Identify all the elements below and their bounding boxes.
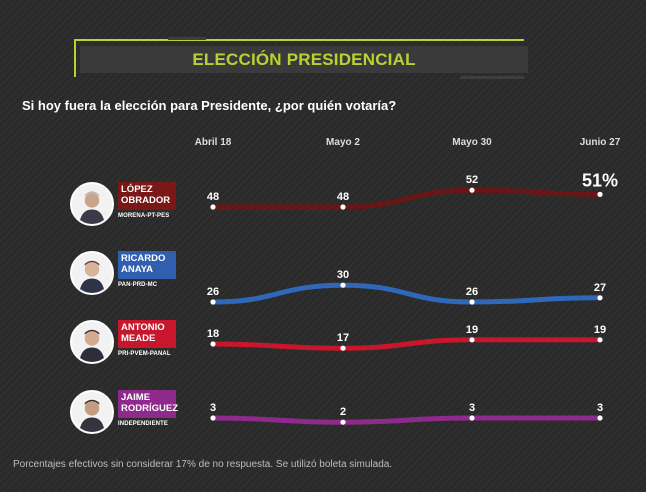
x-tick-label: Junio 27 — [580, 137, 621, 148]
footnote: Porcentajes efectivos sin considerar 17%… — [13, 459, 393, 470]
x-tick-label: Mayo 30 — [452, 137, 492, 148]
x-tick-label: Mayo 2 — [326, 137, 360, 148]
data-point — [210, 204, 216, 210]
candidate-photo — [70, 251, 114, 295]
title-accent-line — [168, 37, 206, 40]
x-tick-label: Abril 18 — [195, 137, 232, 148]
data-point — [597, 415, 603, 421]
data-point — [469, 415, 475, 421]
candidate-photo — [70, 320, 114, 364]
data-point — [210, 299, 216, 305]
series-line — [210, 187, 603, 210]
data-point — [210, 415, 216, 421]
data-point — [469, 337, 475, 343]
candidate-name-line1: ANTONIO — [121, 322, 165, 333]
candidate-photo — [70, 182, 114, 226]
series-line — [210, 282, 603, 305]
candidate-name-box: RICARDO ANAYA — [118, 251, 176, 279]
data-point — [340, 204, 346, 210]
data-label: 3 — [469, 402, 475, 414]
data-point — [340, 282, 346, 288]
candidate-party: INDEPENDIENTE — [118, 421, 168, 427]
data-label: 48 — [337, 191, 349, 203]
data-point — [469, 299, 475, 305]
candidate-lopez-obrador: LÓPEZ OBRADOR MORENA-PT-PES — [70, 182, 230, 230]
candidate-name-box: LÓPEZ OBRADOR — [118, 182, 176, 210]
data-label: 19 — [594, 324, 606, 336]
data-point — [210, 341, 216, 347]
data-label: 26 — [207, 286, 219, 298]
candidate-antonio-meade: ANTONIO MEADE PRI-PVEM-PANAL — [70, 320, 230, 368]
data-point — [340, 345, 346, 351]
data-label: 51% — [582, 170, 618, 190]
candidate-name-line2: RODRÍGUEZ — [121, 403, 178, 414]
data-label: 17 — [337, 332, 349, 344]
data-label: 3 — [597, 402, 603, 414]
candidate-name-line1: LÓPEZ — [121, 184, 153, 195]
candidate-name-box: JAIME RODRÍGUEZ — [118, 390, 178, 418]
data-label: 52 — [466, 174, 478, 186]
title-accent-line — [460, 76, 524, 79]
candidate-party: MORENA-PT-PES — [118, 213, 170, 219]
data-point — [597, 191, 603, 197]
title-bar — [80, 46, 528, 73]
candidate-jaime-rodriguez: JAIME RODRÍGUEZ INDEPENDIENTE — [70, 390, 230, 438]
data-label: 30 — [337, 269, 349, 281]
series-line — [210, 337, 603, 351]
candidate-photo — [70, 390, 114, 434]
data-label: 27 — [594, 282, 606, 294]
candidate-name-line2: OBRADOR — [121, 195, 171, 206]
data-point — [469, 187, 475, 193]
data-label: 3 — [210, 402, 216, 414]
data-point — [597, 337, 603, 343]
candidate-name-line1: JAIME — [121, 392, 151, 403]
data-point — [340, 419, 346, 425]
title-frame — [74, 39, 524, 77]
data-label: 19 — [466, 324, 478, 336]
data-label: 48 — [207, 191, 219, 203]
data-label: 18 — [207, 328, 219, 340]
candidate-name-line1: RICARDO — [121, 253, 166, 264]
candidate-party: PAN-PRD-MC — [118, 282, 158, 288]
series-line — [210, 415, 603, 425]
survey-question: Si hoy fuera la elección para Presidente… — [22, 98, 397, 113]
data-point — [597, 295, 603, 301]
candidate-party: PRI-PVEM-PANAL — [118, 351, 171, 357]
page-title: ELECCIÓN PRESIDENCIAL — [192, 50, 416, 69]
candidate-name-line2: MEADE — [121, 333, 156, 344]
candidate-name-box: ANTONIO MEADE — [118, 320, 176, 348]
data-label: 26 — [466, 286, 478, 298]
data-label: 2 — [340, 406, 346, 418]
candidate-ricardo-anaya: RICARDO ANAYA PAN-PRD-MC — [70, 251, 230, 299]
candidate-name-line2: ANAYA — [121, 264, 154, 275]
